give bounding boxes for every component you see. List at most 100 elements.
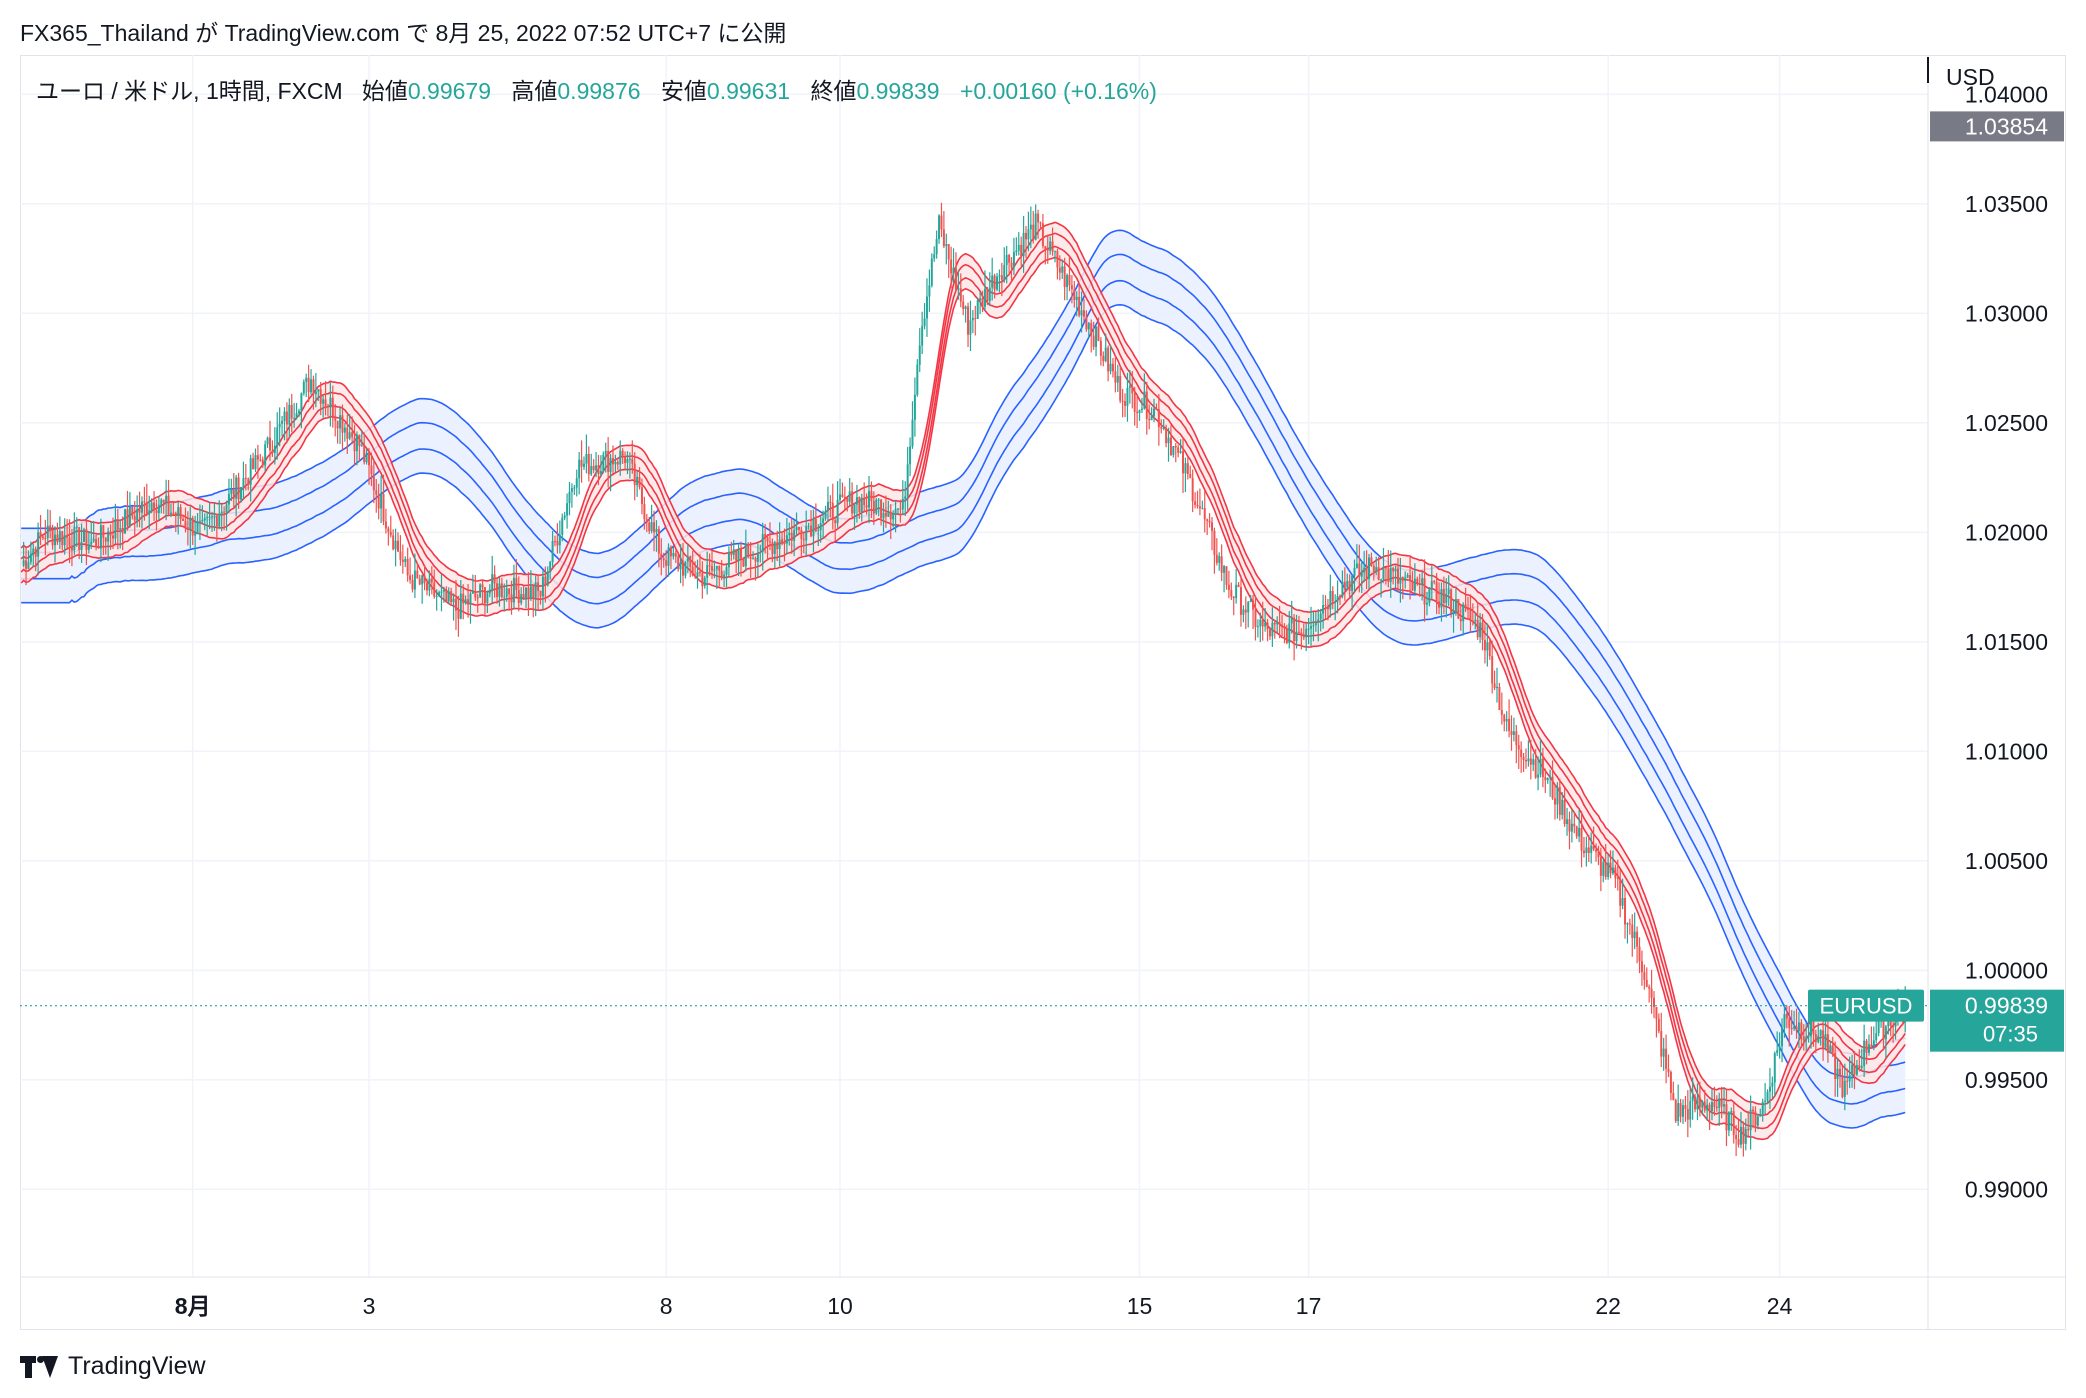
candle-body: [752, 557, 755, 559]
candle-body: [747, 544, 750, 558]
candle-body: [1008, 254, 1011, 263]
candle-body: [1155, 408, 1158, 410]
candle-body: [421, 575, 424, 585]
symbol-tag: [1808, 989, 1924, 1022]
candle-body: [1430, 581, 1433, 590]
candle-body: [1858, 1065, 1861, 1068]
candle-body: [281, 420, 284, 424]
candle-body: [1500, 709, 1503, 715]
candle-body: [1201, 508, 1204, 510]
candle-body: [754, 557, 757, 562]
candle-body: [1860, 1066, 1863, 1068]
candle-body: [389, 531, 392, 536]
candle-body: [51, 529, 54, 546]
candle-body: [909, 446, 912, 465]
candle-body: [585, 454, 588, 464]
candle-body: [450, 591, 453, 603]
candle-body: [848, 491, 851, 502]
candle-body: [1107, 347, 1110, 372]
candle-body: [884, 512, 887, 517]
candle-body: [822, 518, 825, 524]
candle-body: [474, 591, 477, 598]
chart-frame: [20, 55, 2066, 1330]
candle-body: [1177, 447, 1180, 453]
chart-legend: ユーロ / 米ドル, 1時間, FXCM 始値0.99679 高値0.99876…: [36, 72, 1157, 106]
candle-body: [1285, 628, 1288, 643]
candle-body: [1783, 1013, 1786, 1028]
candle-body: [1761, 1101, 1764, 1114]
candle-body: [655, 528, 658, 533]
tradingview-footer[interactable]: TradingView: [20, 1352, 206, 1381]
candle-body: [1025, 232, 1028, 240]
legend-open-value: 0.99679: [407, 78, 491, 104]
candle-body: [1302, 634, 1305, 638]
symbol-tag-label: EURUSD: [1820, 994, 1913, 1019]
candle-body: [1401, 577, 1404, 581]
candle-body: [877, 499, 880, 501]
candle-body: [923, 318, 926, 327]
tradingview-logo-icon: [20, 1355, 60, 1378]
candle-body: [1887, 1020, 1890, 1027]
candle-body: [1522, 756, 1525, 760]
candle-body: [1389, 567, 1392, 583]
candle-body: [1754, 1111, 1757, 1126]
candle-body: [1493, 683, 1496, 689]
candle-body: [1479, 622, 1482, 638]
candle-body: [186, 527, 189, 530]
candle-body: [626, 458, 629, 463]
candle-body: [1099, 340, 1102, 356]
candle-body: [1541, 758, 1544, 778]
candle-body: [1044, 246, 1047, 249]
candle-body: [1066, 274, 1069, 288]
candle-body: [1331, 591, 1334, 602]
candle-body: [541, 576, 544, 597]
candle-body: [1778, 1046, 1781, 1050]
candle-body: [846, 498, 849, 502]
candle-body: [319, 389, 322, 404]
candle-body: [1785, 1013, 1788, 1019]
candle-body: [225, 504, 228, 513]
candle-body: [1365, 567, 1368, 579]
candle-body: [1387, 568, 1390, 583]
y-tick-label: 1.04000: [1965, 81, 2048, 107]
candle-body: [1121, 400, 1124, 402]
candle-body: [394, 540, 397, 550]
candle-body: [1686, 1108, 1689, 1120]
candle-body: [568, 491, 571, 504]
candle-body: [1735, 1134, 1738, 1140]
candle-body: [85, 529, 88, 550]
candle-body: [174, 512, 177, 516]
candle-body: [339, 415, 342, 429]
candle-body: [278, 423, 281, 428]
candle-body: [459, 593, 462, 619]
y-tick-label: 1.03000: [1965, 300, 2048, 326]
candle-body: [911, 419, 914, 447]
candle-body: [1179, 451, 1182, 453]
candle-body: [1892, 1026, 1895, 1028]
candle-body: [1848, 1074, 1851, 1082]
candle-body: [1314, 622, 1317, 626]
candle-body: [1723, 1104, 1726, 1107]
candle-body: [1097, 326, 1100, 341]
candle-body: [1329, 591, 1332, 610]
candle-body: [1771, 1082, 1774, 1087]
price-chart[interactable]: 1.04000 1.03500 1.03000 1.02500 1.02000 1.015…: [20, 55, 2066, 1330]
candle-body: [382, 493, 385, 522]
candle-body: [1638, 946, 1641, 962]
red-band-line: [20, 232, 1906, 1117]
candle-body: [1797, 1022, 1800, 1031]
candle-body: [1041, 223, 1044, 247]
candle-body: [1645, 979, 1648, 987]
candle-body: [805, 526, 808, 541]
candle-body: [1747, 1128, 1750, 1131]
candle-body: [1128, 386, 1131, 388]
candle-body: [240, 487, 243, 500]
candle-body: [619, 450, 622, 465]
candle-body: [720, 570, 723, 578]
candle-body: [1346, 581, 1349, 588]
candle-body: [99, 525, 102, 549]
candle-body: [406, 558, 409, 576]
candle-body: [1836, 1068, 1839, 1080]
candle-body: [1665, 1048, 1668, 1069]
candle-body: [1143, 391, 1146, 409]
